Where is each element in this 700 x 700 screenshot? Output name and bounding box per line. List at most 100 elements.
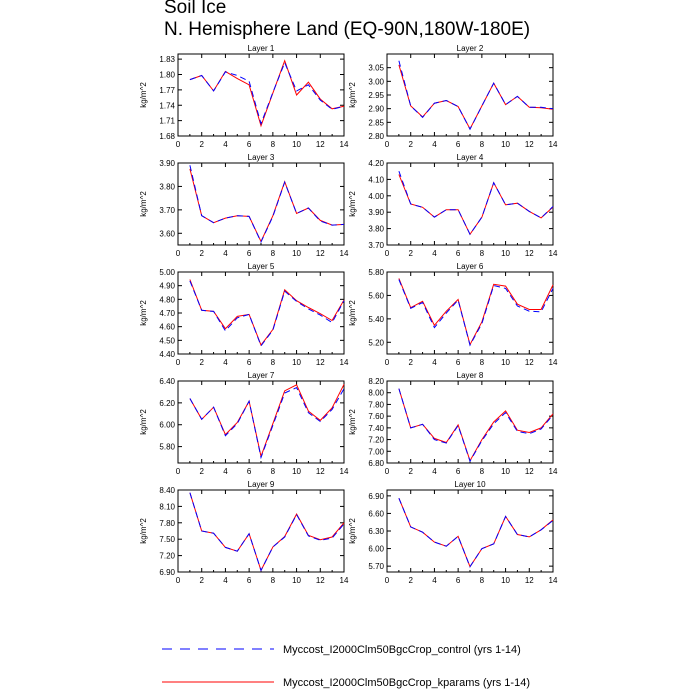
- x-tick-label: 14: [340, 467, 349, 476]
- y-tick-label: 1.80: [159, 71, 175, 80]
- y-tick-label: 6.90: [368, 492, 384, 501]
- series-line-control: [398, 279, 554, 347]
- x-tick-label: 8: [271, 140, 276, 149]
- x-tick-label: 6: [247, 249, 252, 258]
- legend-label-kparams: Myccost_I2000Clm50BgcCrop_kparams (yrs 1…: [283, 677, 530, 689]
- y-tick-label: 5.00: [159, 268, 175, 277]
- plot-frame: [386, 489, 554, 573]
- panel-layer-8: Layer 8 0 2 4 6 8 10 12 14 6.80 7.00 7.20 7.40 7.60 7.…: [348, 371, 558, 476]
- x-tick-label: 12: [316, 140, 325, 149]
- panel-layer-6: Layer 6 0 2 4 6 8 10 12 14 5.20 5.40 5.60 5.80 kg/m^2: [348, 262, 558, 367]
- panel-layer-2: Layer 2 0 2 4 6 8 10 12 14 2.80 2.85 2.90 2.95 3.00 3.…: [348, 44, 558, 149]
- y-tick-label: 3.80: [159, 182, 175, 191]
- x-tick-label: 2: [408, 249, 413, 258]
- plot-frame: [386, 53, 554, 137]
- y-tick-label: 3.05: [368, 64, 384, 73]
- x-tick-label: 12: [525, 358, 534, 367]
- plot-frame: [177, 162, 345, 246]
- y-axis-label: kg/m^2: [348, 409, 357, 435]
- series-line-kparams: [398, 388, 554, 462]
- y-tick-label: 7.50: [159, 535, 175, 544]
- x-tick-label: 2: [408, 358, 413, 367]
- x-tick-label: 12: [316, 358, 325, 367]
- y-tick-label: 5.70: [368, 562, 384, 571]
- x-tick-label: 0: [176, 358, 181, 367]
- panel-title: Layer 3: [248, 153, 275, 162]
- series-line-control: [189, 280, 345, 347]
- y-tick-label: 1.71: [159, 117, 175, 126]
- x-tick-label: 4: [432, 576, 437, 585]
- panel-layer-1: Layer 1 0 2 4 6 8 10 12 14 1.68 1.71 1.74 1.77 1.80 1.…: [139, 44, 349, 149]
- x-tick-label: 14: [340, 249, 349, 258]
- x-tick-label: 4: [223, 467, 228, 476]
- x-tick-label: 8: [480, 576, 485, 585]
- plot-frame: [177, 380, 345, 464]
- y-axis-label: kg/m^2: [348, 300, 357, 326]
- panel-title: Layer 4: [457, 153, 484, 162]
- x-tick-label: 4: [223, 576, 228, 585]
- y-tick-label: 3.70: [159, 206, 175, 215]
- y-tick-label: 7.80: [368, 400, 384, 409]
- y-tick-label: 4.20: [368, 159, 384, 168]
- x-tick-label: 2: [199, 249, 204, 258]
- x-tick-label: 0: [176, 249, 181, 258]
- x-tick-label: 6: [456, 140, 461, 149]
- x-tick-label: 12: [316, 467, 325, 476]
- x-tick-label: 0: [176, 467, 181, 476]
- series-line-kparams: [189, 59, 345, 128]
- x-tick-label: 12: [525, 467, 534, 476]
- y-axis-label: kg/m^2: [139, 191, 148, 217]
- x-tick-label: 14: [549, 576, 558, 585]
- x-tick-label: 10: [501, 576, 510, 585]
- y-tick-label: 3.00: [368, 77, 384, 86]
- series-line-control: [398, 498, 554, 568]
- x-tick-label: 0: [385, 576, 390, 585]
- y-tick-label: 2.80: [368, 132, 384, 141]
- y-tick-label: 4.00: [368, 192, 384, 201]
- y-tick-label: 8.20: [368, 377, 384, 386]
- y-tick-label: 2.95: [368, 91, 384, 100]
- x-tick-label: 0: [385, 249, 390, 258]
- x-tick-label: 14: [340, 576, 349, 585]
- x-tick-label: 0: [385, 467, 390, 476]
- series-line-kparams: [398, 278, 554, 346]
- x-tick-label: 10: [501, 467, 510, 476]
- x-tick-label: 4: [223, 249, 228, 258]
- panel-title: Layer 9: [248, 480, 275, 489]
- y-axis-label: kg/m^2: [139, 409, 148, 435]
- x-tick-label: 2: [199, 467, 204, 476]
- x-tick-label: 14: [340, 140, 349, 149]
- series-line-kparams: [189, 384, 345, 459]
- x-tick-label: 2: [199, 358, 204, 367]
- x-tick-label: 8: [271, 358, 276, 367]
- y-tick-label: 4.50: [159, 336, 175, 345]
- panel-title: Layer 7: [248, 371, 275, 380]
- x-tick-label: 10: [292, 467, 301, 476]
- y-tick-label: 1.74: [159, 101, 175, 110]
- x-tick-label: 10: [292, 358, 301, 367]
- x-tick-label: 8: [480, 358, 485, 367]
- y-tick-label: 2.85: [368, 118, 384, 127]
- x-tick-label: 6: [456, 467, 461, 476]
- panel-title: Layer 1: [248, 44, 275, 53]
- x-tick-label: 2: [408, 576, 413, 585]
- x-tick-label: 2: [408, 467, 413, 476]
- y-tick-label: 7.20: [159, 552, 175, 561]
- y-tick-label: 4.60: [159, 323, 175, 332]
- y-tick-label: 5.80: [368, 268, 384, 277]
- y-tick-label: 8.00: [368, 389, 384, 398]
- y-tick-label: 3.60: [159, 229, 175, 238]
- y-tick-label: 4.40: [159, 350, 175, 359]
- x-tick-label: 8: [480, 467, 485, 476]
- panel-layer-3: Layer 3 0 2 4 6 8 10 12 14 3.60 3.70 3.80 3.90 kg/m^2: [139, 153, 349, 258]
- legend-label-control: Myccost_I2000Clm50BgcCrop_control (yrs 1…: [283, 644, 521, 656]
- y-tick-label: 6.00: [368, 545, 384, 554]
- x-tick-label: 14: [340, 358, 349, 367]
- series-line-control: [189, 492, 345, 572]
- plot-frame: [386, 380, 554, 464]
- x-tick-label: 8: [271, 249, 276, 258]
- x-tick-label: 10: [501, 358, 510, 367]
- y-tick-label: 3.80: [368, 225, 384, 234]
- y-tick-label: 1.83: [159, 55, 175, 64]
- x-tick-label: 0: [385, 358, 390, 367]
